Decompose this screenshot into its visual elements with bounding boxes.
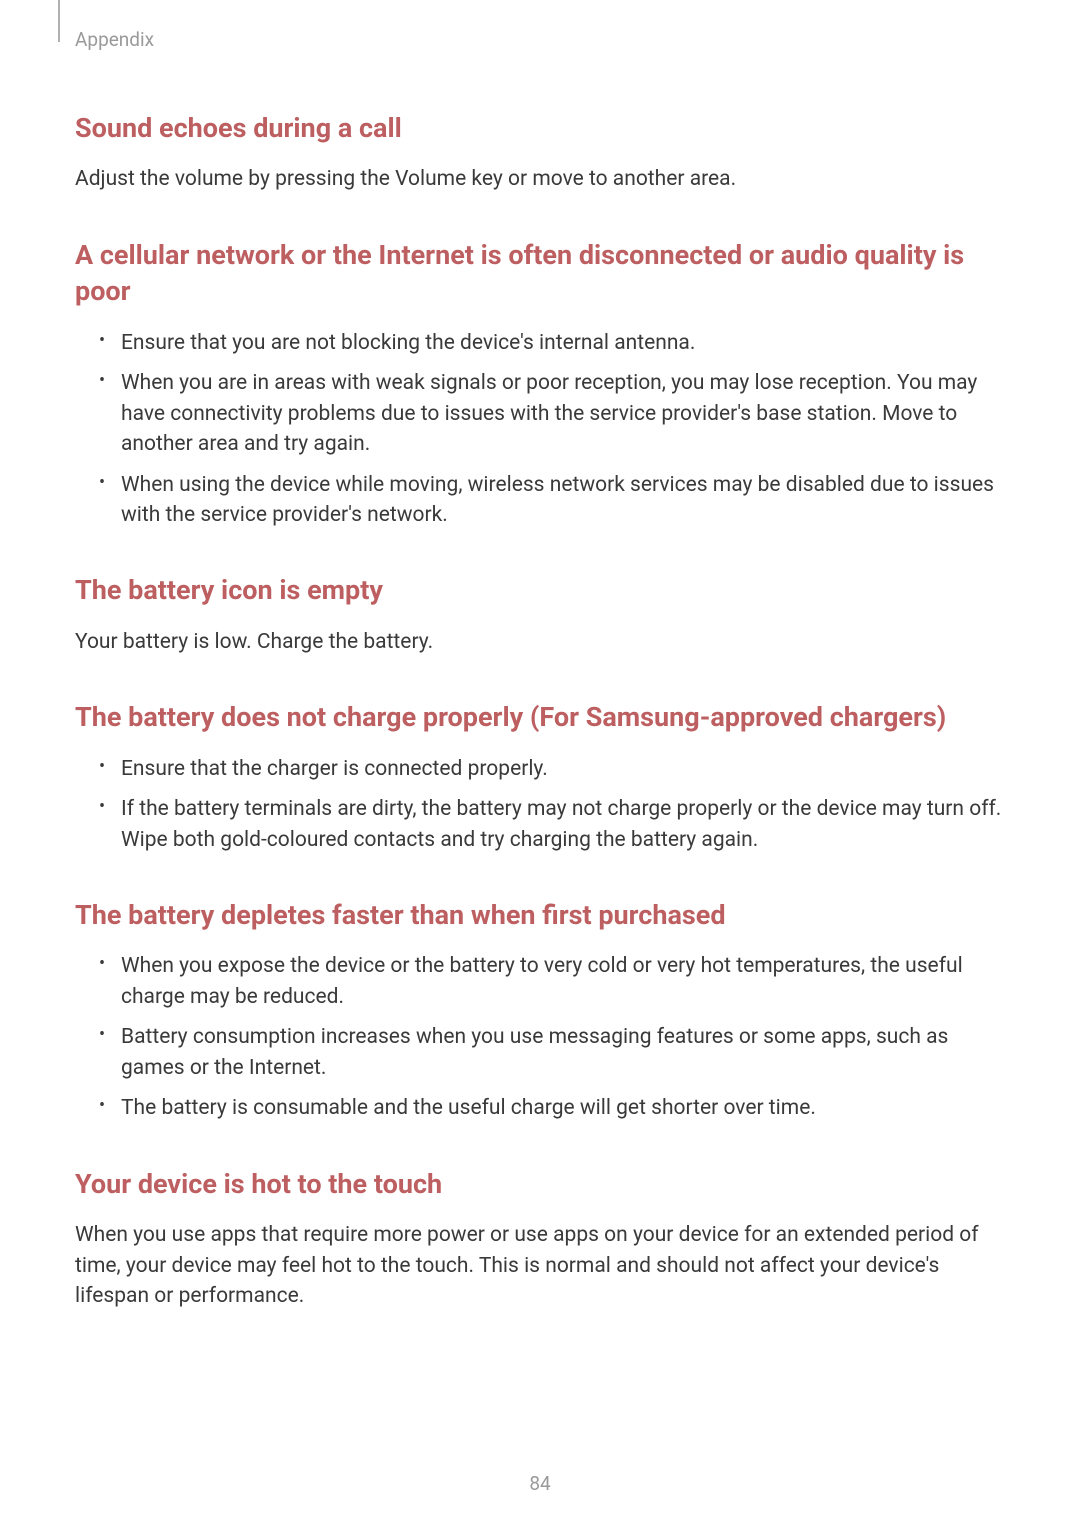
section-battery-not-charge: The battery does not charge properly (Fo… xyxy=(75,699,1005,855)
section-heading: Your device is hot to the touch xyxy=(75,1166,1005,1202)
section-network-disconnected: A cellular network or the Internet is of… xyxy=(75,237,1005,531)
list-item: When you expose the device or the batter… xyxy=(103,951,1005,1012)
list-item: When using the device while moving, wire… xyxy=(103,470,1005,531)
page-number: 84 xyxy=(0,1472,1080,1495)
bullet-list: Ensure that you are not blocking the dev… xyxy=(75,328,1005,531)
section-paragraph: Adjust the volume by pressing the Volume… xyxy=(75,164,1005,194)
section-heading: A cellular network or the Internet is of… xyxy=(75,237,1005,310)
header-section-label: Appendix xyxy=(75,28,154,51)
page-body: Sound echoes during a call Adjust the vo… xyxy=(0,0,1080,1311)
section-heading: The battery icon is empty xyxy=(75,572,1005,608)
bullet-list: Ensure that the charger is connected pro… xyxy=(75,754,1005,855)
bullet-list: When you expose the device or the batter… xyxy=(75,951,1005,1123)
section-device-hot: Your device is hot to the touch When you… xyxy=(75,1166,1005,1312)
list-item: The battery is consumable and the useful… xyxy=(103,1093,1005,1123)
section-paragraph: Your battery is low. Charge the battery. xyxy=(75,627,1005,657)
list-item: When you are in areas with weak signals … xyxy=(103,368,1005,459)
section-heading: The battery does not charge properly (Fo… xyxy=(75,699,1005,735)
section-battery-depletes: The battery depletes faster than when fi… xyxy=(75,897,1005,1124)
section-paragraph: When you use apps that require more powe… xyxy=(75,1220,1005,1311)
section-heading: The battery depletes faster than when fi… xyxy=(75,897,1005,933)
section-sound-echoes: Sound echoes during a call Adjust the vo… xyxy=(75,110,1005,195)
section-battery-empty: The battery icon is empty Your battery i… xyxy=(75,572,1005,657)
list-item: Battery consumption increases when you u… xyxy=(103,1022,1005,1083)
header-rule xyxy=(58,0,60,42)
list-item: Ensure that the charger is connected pro… xyxy=(103,754,1005,784)
section-heading: Sound echoes during a call xyxy=(75,110,1005,146)
list-item: Ensure that you are not blocking the dev… xyxy=(103,328,1005,358)
list-item: If the battery terminals are dirty, the … xyxy=(103,794,1005,855)
content-area: Sound echoes during a call Adjust the vo… xyxy=(75,30,1005,1311)
